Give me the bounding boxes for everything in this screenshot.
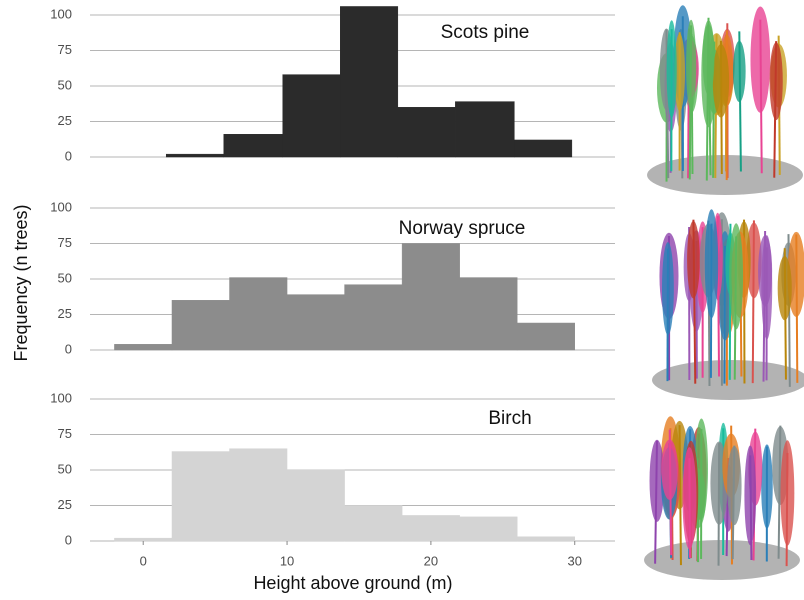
bar xyxy=(172,452,230,541)
tree-crown xyxy=(780,440,794,545)
y-tick-label: 0 xyxy=(65,148,72,163)
y-tick-label: 0 xyxy=(65,532,72,547)
bar xyxy=(114,538,172,541)
panel-title: Norway spruce xyxy=(399,218,526,239)
bar xyxy=(283,75,341,157)
ground-cloud xyxy=(652,360,804,400)
tree-crown xyxy=(713,44,729,117)
tree-crown xyxy=(687,221,700,299)
x-tick-label: 30 xyxy=(567,553,581,568)
y-tick-label: 50 xyxy=(58,270,72,285)
bar xyxy=(514,140,572,157)
tree-crown xyxy=(667,20,677,118)
x-tick-label: 0 xyxy=(140,553,147,568)
y-tick-label: 100 xyxy=(50,390,72,405)
y-tick-label: 75 xyxy=(58,42,72,57)
bar xyxy=(517,537,575,541)
tree-crown xyxy=(729,223,743,329)
bar xyxy=(345,285,403,350)
y-tick-label: 25 xyxy=(58,497,72,512)
y-tick-label: 0 xyxy=(65,341,72,356)
tree-crown xyxy=(761,235,772,339)
y-tick-label: 50 xyxy=(58,461,72,476)
tree-crown xyxy=(682,447,696,549)
y-tick-label: 100 xyxy=(50,6,72,21)
ground-cloud xyxy=(644,540,800,580)
bar xyxy=(172,300,230,350)
y-tick-label: 25 xyxy=(58,306,72,321)
bar xyxy=(402,515,460,541)
y-tick-label: 100 xyxy=(50,199,72,214)
bar xyxy=(455,102,514,157)
bar xyxy=(398,107,456,157)
y-tick-label: 75 xyxy=(58,426,72,441)
tree-crown xyxy=(761,444,773,528)
tree-crown xyxy=(733,41,746,102)
bar xyxy=(460,517,518,541)
bar xyxy=(517,323,575,350)
tree-crown xyxy=(661,439,678,499)
y-tick-label: 50 xyxy=(58,77,72,92)
bar xyxy=(460,278,518,350)
bar xyxy=(166,154,224,157)
panel-title: Scots pine xyxy=(441,22,530,43)
tree-crown xyxy=(703,20,715,95)
figure: Frequency (n trees) Height above ground … xyxy=(0,0,804,600)
tree-crown xyxy=(662,242,674,335)
x-axis-label: Height above ground (m) xyxy=(253,573,452,593)
bar xyxy=(224,134,283,157)
y-tick-label: 75 xyxy=(58,235,72,250)
bar xyxy=(230,278,288,350)
bar xyxy=(402,244,460,351)
y-axis-label: Frequency (n trees) xyxy=(11,204,31,361)
tree-crown xyxy=(686,20,696,111)
tree-crown xyxy=(744,445,756,545)
tree-crown xyxy=(778,256,792,320)
tree-crown xyxy=(705,209,718,318)
bar xyxy=(287,470,345,541)
tree-crown xyxy=(727,446,741,525)
panel-title: Birch xyxy=(488,408,531,429)
y-tick-label: 25 xyxy=(58,113,72,128)
tree-point-clouds xyxy=(644,5,804,580)
bar xyxy=(340,6,398,157)
bar xyxy=(287,295,345,350)
tree-crown xyxy=(750,6,770,112)
bar xyxy=(345,506,403,542)
bar xyxy=(230,449,288,541)
x-tick-label: 20 xyxy=(424,553,438,568)
tree-crown xyxy=(770,42,783,120)
bar xyxy=(114,344,172,350)
x-tick-label: 10 xyxy=(280,553,294,568)
